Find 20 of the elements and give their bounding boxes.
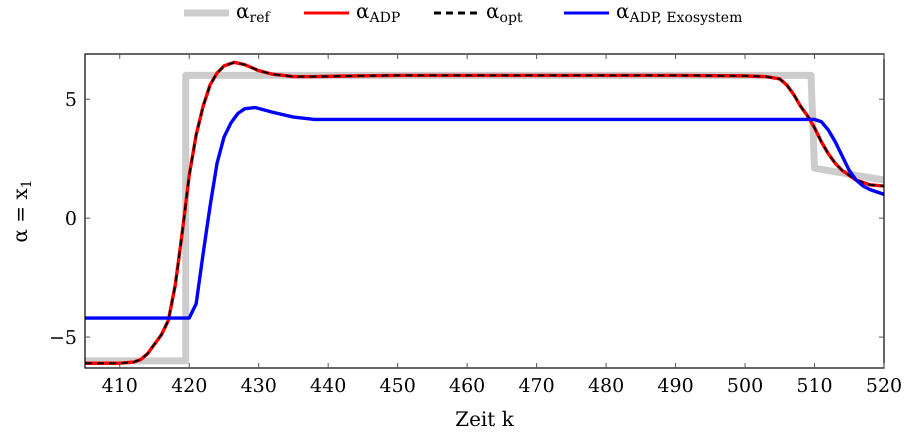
x-axis-title: Zeit k: [455, 407, 515, 431]
legend-label: α$_{ref}$: [236, 0, 272, 26]
x-tick-label: 510: [796, 375, 833, 397]
x-tick-label: 460: [449, 375, 486, 397]
y-tick-label: 0: [64, 208, 77, 230]
legend-label: α$_{ADP}$: [356, 0, 400, 26]
x-tick-label: 450: [380, 375, 416, 397]
y-tick-label: 5: [64, 89, 77, 112]
x-tick-label: 470: [518, 375, 555, 397]
y-tick-label: −5: [48, 327, 77, 350]
x-tick-label: 500: [726, 375, 764, 397]
x-tick-label: 440: [310, 375, 346, 397]
legend-label: α$_{opt}$: [486, 0, 523, 26]
x-tick-label: 490: [657, 375, 694, 397]
x-tick-label: 420: [171, 375, 208, 397]
x-tick-label: 430: [240, 375, 277, 397]
x-tick-label: 480: [588, 375, 624, 397]
x-tick-label: 520: [866, 375, 902, 397]
x-tick-label: 410: [102, 375, 138, 397]
legend-label: α$_{ADP, Exosystem}$: [616, 0, 742, 26]
